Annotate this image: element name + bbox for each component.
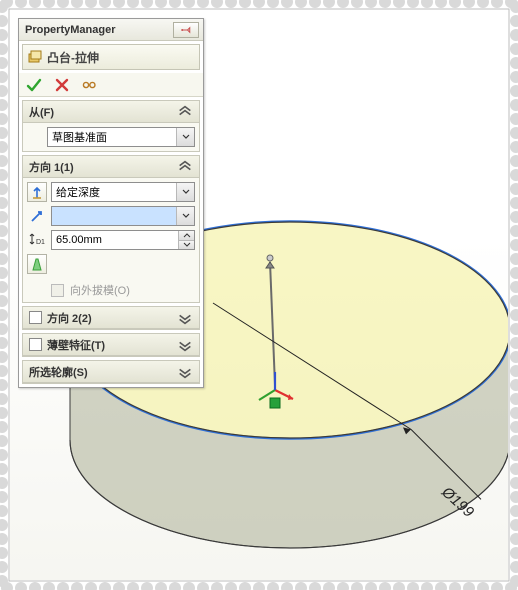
from-group-header[interactable]: 从(F) xyxy=(23,101,199,123)
pin-icon[interactable] xyxy=(173,22,199,38)
chevron-down-icon xyxy=(177,364,193,380)
svg-text:D1: D1 xyxy=(36,239,45,246)
direction-vector-icon[interactable] xyxy=(27,206,47,226)
feature-name-text: 凸台-拉伸 xyxy=(47,49,99,66)
depth-icon: D1 xyxy=(27,230,47,250)
from-group: 从(F) 草图基准面 xyxy=(22,100,200,152)
feature-name-header: 凸台-拉伸 xyxy=(22,44,200,70)
direction-reference-field[interactable] xyxy=(51,206,195,226)
cancel-button[interactable] xyxy=(53,76,71,94)
direction1-group-header[interactable]: 方向 1(1) xyxy=(23,156,199,178)
start-condition-dropdown[interactable]: 草图基准面 xyxy=(47,127,195,147)
chevron-down-icon xyxy=(176,183,194,201)
draft-button[interactable] xyxy=(27,254,47,274)
direction2-group-header[interactable]: 方向 2(2) xyxy=(23,307,199,329)
end-condition-dropdown[interactable]: 给定深度 xyxy=(51,182,195,202)
pm-title: PropertyManager xyxy=(23,24,173,36)
detailed-preview-button[interactable] xyxy=(81,76,99,94)
property-manager-panel: PropertyManager 凸台-拉伸 从(F) xyxy=(18,18,204,388)
selected-contours-group-header[interactable]: 所选轮廓(S) xyxy=(23,361,199,383)
thin-feature-checkbox[interactable] xyxy=(29,338,42,351)
draft-outward-checkbox[interactable] xyxy=(51,284,64,297)
direction1-group: 方向 1(1) 给定深度 xyxy=(22,155,200,303)
pm-titlebar[interactable]: PropertyManager xyxy=(19,19,203,41)
extrude-boss-icon xyxy=(27,49,43,65)
chevron-up-icon xyxy=(177,159,193,175)
depth-input[interactable]: 65.00mm xyxy=(51,230,195,250)
draft-outward-row: 向外拔模(O) xyxy=(27,278,195,298)
chevron-down-icon xyxy=(177,310,193,326)
reverse-direction-button[interactable] xyxy=(27,182,47,202)
spin-up-button[interactable] xyxy=(179,231,194,241)
direction2-group: 方向 2(2) xyxy=(22,306,200,330)
thin-feature-group: 薄壁特征(T) xyxy=(22,333,200,357)
ok-button[interactable] xyxy=(25,76,43,94)
spin-down-button[interactable] xyxy=(179,241,194,250)
direction2-checkbox[interactable] xyxy=(29,311,42,324)
chevron-up-icon xyxy=(177,104,193,120)
chevron-down-icon xyxy=(176,207,194,225)
chevron-down-icon xyxy=(177,337,193,353)
confirm-row xyxy=(19,73,203,97)
thin-feature-group-header[interactable]: 薄壁特征(T) xyxy=(23,334,199,356)
chevron-down-icon xyxy=(176,128,194,146)
selected-contours-group: 所选轮廓(S) xyxy=(22,360,200,384)
